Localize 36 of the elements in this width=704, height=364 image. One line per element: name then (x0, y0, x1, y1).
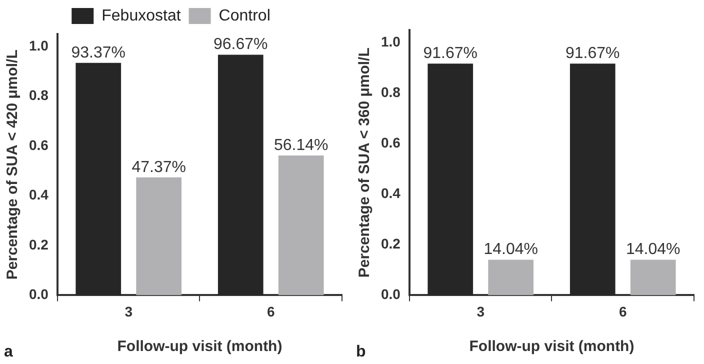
x-tick-label: 6 (266, 303, 275, 320)
text: b (356, 343, 366, 360)
x-axis-title: Follow-up visit (month) (469, 338, 634, 356)
data-label: 56.14% (274, 136, 328, 154)
data-label: 14.04% (484, 241, 538, 258)
data-label: 47.37% (132, 158, 186, 176)
y-axis-title: Percentage of SUA < 420 μmol/L (4, 50, 22, 280)
data-label: 91.67% (566, 45, 620, 62)
y-tick-label: 0.2 (28, 236, 49, 252)
data-label: 96.67% (214, 36, 268, 54)
y-tick-label: 1.0 (380, 33, 401, 50)
x-tick-label: 3 (124, 303, 133, 320)
y-tick-label: 0.4 (380, 185, 401, 202)
data-label: 93.37% (71, 44, 126, 62)
y-tick-label: 0.0 (380, 286, 401, 302)
bar (218, 54, 264, 296)
bar (136, 177, 182, 296)
y-tick-label: 0.2 (380, 236, 401, 252)
y-tick-label: 0.6 (28, 136, 49, 153)
y-axis-title: Percentage of SUA < 360 μmol/L (356, 48, 374, 278)
x-axis-title: Follow-up visit (month) (117, 338, 282, 356)
legend-label: Control (218, 7, 270, 24)
y-tick-label: 0.8 (28, 87, 49, 104)
legend-label: Febuxostat (102, 7, 182, 24)
y-tick-label: 0.0 (28, 286, 49, 302)
x-tick-label: 6 (618, 303, 627, 320)
x-tick-label: 3 (476, 303, 485, 320)
bar (76, 62, 122, 296)
y-tick-label: 0.6 (380, 134, 401, 151)
data-label: 14.04% (626, 241, 680, 258)
data-label: 91.67% (423, 45, 478, 62)
y-tick-label: 1.0 (28, 37, 49, 54)
y-tick-label: 0.8 (380, 84, 401, 100)
text: a (4, 343, 13, 360)
y-tick-label: 0.4 (28, 186, 49, 203)
bar (278, 156, 324, 296)
